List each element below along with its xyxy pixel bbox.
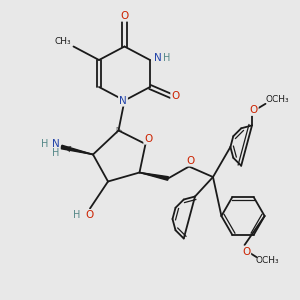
Polygon shape <box>61 145 93 154</box>
Text: O: O <box>171 91 180 101</box>
Text: O: O <box>144 134 153 144</box>
Text: H: H <box>163 53 170 64</box>
Text: OCH₃: OCH₃ <box>255 256 279 265</box>
Text: H: H <box>41 139 49 149</box>
Text: H: H <box>52 148 59 158</box>
Text: N: N <box>52 139 59 149</box>
Text: O: O <box>186 155 195 166</box>
Text: O: O <box>85 210 94 220</box>
Text: N: N <box>119 95 127 106</box>
Text: O: O <box>249 105 258 115</box>
Text: CH₃: CH₃ <box>55 38 71 46</box>
Text: N: N <box>154 53 161 64</box>
Text: OCH₃: OCH₃ <box>266 95 289 104</box>
Text: O: O <box>242 247 250 257</box>
Text: O: O <box>120 11 129 21</box>
Polygon shape <box>140 172 168 180</box>
Text: H: H <box>73 210 80 220</box>
